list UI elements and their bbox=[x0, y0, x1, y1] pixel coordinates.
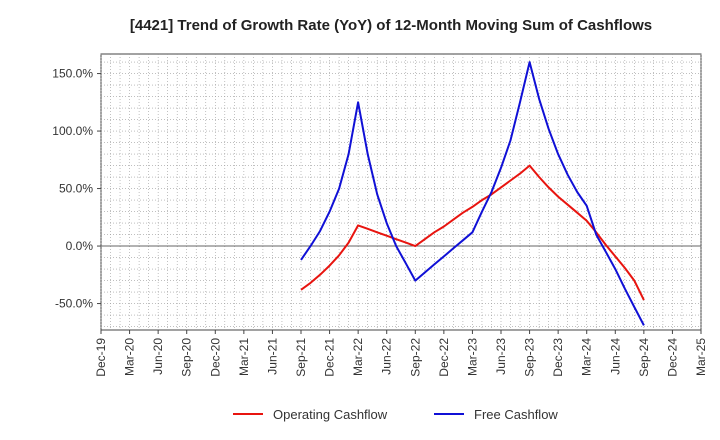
legend: Operating Cashflow Free Cashflow bbox=[233, 407, 558, 422]
y-tick-label: -50.0% bbox=[55, 297, 93, 311]
series-line-operating-cashflow bbox=[300, 164, 645, 301]
series-line-free-cashflow bbox=[300, 61, 645, 326]
x-tick-label: Sep-22 bbox=[408, 338, 422, 377]
x-tick-label: Dec-21 bbox=[323, 338, 337, 377]
chart-title: [4421] Trend of Growth Rate (YoY) of 12-… bbox=[130, 17, 652, 34]
x-tick-label: Sep-21 bbox=[294, 338, 308, 377]
legend-label-free-cashflow: Free Cashflow bbox=[474, 407, 558, 422]
y-tick-label: 50.0% bbox=[59, 182, 93, 196]
x-tick-label: Mar-25 bbox=[694, 338, 708, 376]
x-tick-label: Jun-24 bbox=[608, 338, 622, 375]
x-tick-label: Dec-19 bbox=[94, 338, 108, 377]
x-tick-label: Jun-23 bbox=[494, 338, 508, 375]
y-tick-label: 0.0% bbox=[66, 239, 94, 253]
x-tick-label: Mar-21 bbox=[237, 338, 251, 376]
gridlines bbox=[100, 54, 702, 330]
x-tick-label: Mar-20 bbox=[123, 338, 137, 376]
x-tick-label: Mar-22 bbox=[351, 338, 365, 376]
x-tick-label: Mar-23 bbox=[465, 338, 479, 376]
plot-area bbox=[100, 53, 702, 331]
x-tick-label: Sep-20 bbox=[180, 338, 194, 377]
x-tick-label: Sep-23 bbox=[523, 338, 537, 377]
legend-label-operating-cashflow: Operating Cashflow bbox=[273, 407, 388, 422]
x-tick-label: Dec-20 bbox=[208, 338, 222, 377]
x-tick-label: Dec-22 bbox=[437, 338, 451, 377]
x-tick-label: Jun-21 bbox=[265, 338, 279, 375]
x-tick-label: Jun-20 bbox=[151, 338, 165, 375]
series-lines bbox=[300, 61, 645, 326]
x-axis-ticks: Dec-19 Mar-20 Jun-20 Sep-20 Dec-20 Mar-21 Jun-… bbox=[94, 330, 708, 377]
y-tick-label: 150.0% bbox=[52, 67, 93, 81]
x-tick-label: Dec-23 bbox=[551, 338, 565, 377]
y-tick-label: 100.0% bbox=[52, 124, 93, 138]
x-tick-label: Jun-22 bbox=[380, 338, 394, 375]
y-axis-ticks: -50.0% 0.0% 50.0% 100.0% 150.0% bbox=[52, 67, 101, 311]
x-tick-label: Sep-24 bbox=[637, 338, 651, 377]
x-tick-label: Mar-24 bbox=[580, 338, 594, 376]
x-tick-label: Dec-24 bbox=[665, 338, 679, 377]
